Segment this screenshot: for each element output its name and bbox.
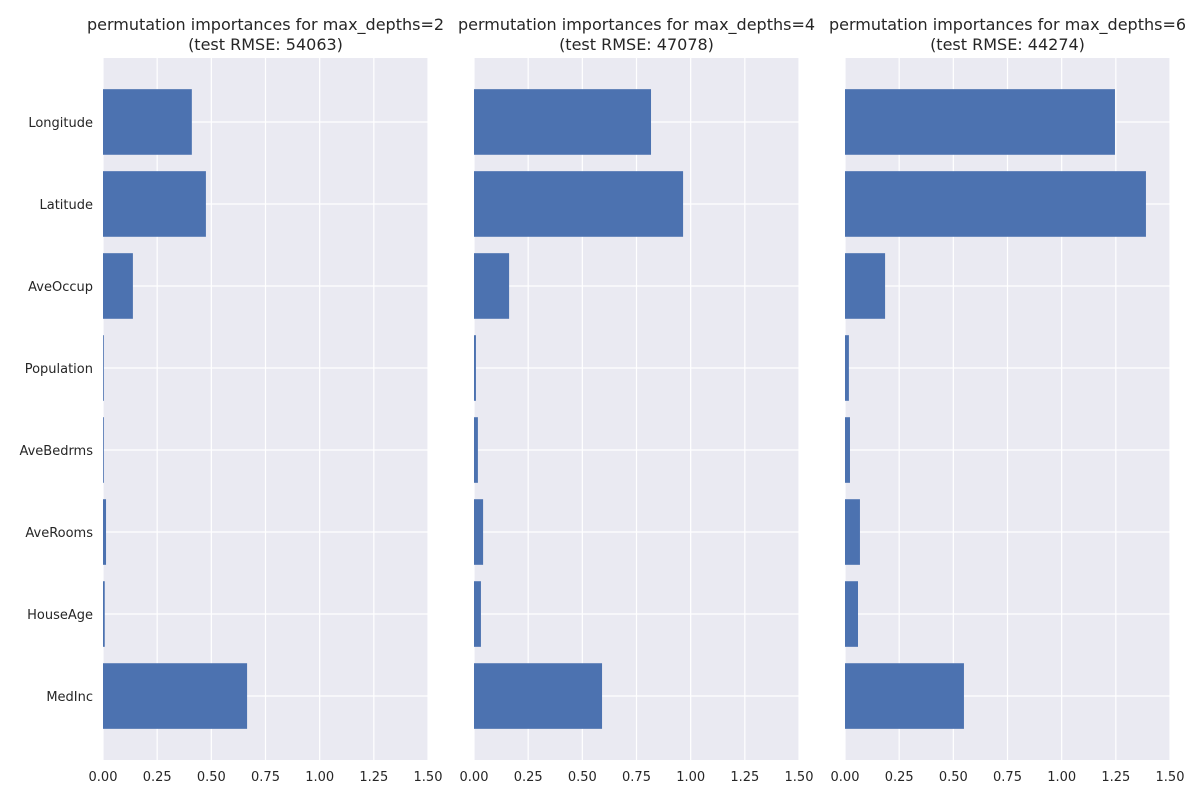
x-tick-label: 1.00 — [676, 770, 705, 785]
x-tick-label: 1.25 — [359, 770, 388, 785]
bar-avebedrms — [474, 417, 478, 483]
x-tick-label: 0.25 — [143, 770, 172, 785]
bar-latitude — [103, 171, 206, 237]
bar-latitude — [845, 171, 1146, 237]
y-tick-label: MedInc — [46, 690, 93, 705]
x-tick-label: 1.25 — [1101, 770, 1130, 785]
bar-longitude — [845, 89, 1115, 155]
x-tick-label: 1.50 — [785, 770, 814, 785]
x-tick-label: 1.25 — [730, 770, 759, 785]
x-tick-label: 0.00 — [460, 770, 489, 785]
x-tick-label: 0.75 — [251, 770, 280, 785]
y-tick-label: HouseAge — [27, 608, 93, 623]
bar-medinc — [845, 663, 964, 729]
subplot-subtitle: (test RMSE: 44274) — [930, 35, 1085, 54]
subplot-2: 0.00 0.25 0.50 0.75 1.00 1.25 1.50 permutation … — [458, 15, 815, 785]
bar-averooms — [103, 499, 107, 565]
x-tick-label: 0.50 — [197, 770, 226, 785]
bar-averooms — [845, 499, 860, 565]
bar-houseage — [845, 581, 858, 647]
x-tick-label: 1.00 — [305, 770, 334, 785]
y-tick-label: Latitude — [39, 198, 93, 213]
bar-avebedrms — [103, 417, 104, 483]
x-tick-label: 0.75 — [993, 770, 1022, 785]
bar-houseage — [103, 581, 105, 647]
bar-population — [474, 335, 476, 401]
subplot-subtitle: (test RMSE: 54063) — [188, 35, 343, 54]
x-tick-label: 0.75 — [622, 770, 651, 785]
y-tick-label: Longitude — [28, 116, 93, 131]
bar-longitude — [474, 89, 652, 155]
bar-aveoccup — [103, 253, 133, 319]
bar-aveoccup — [474, 253, 510, 319]
bar-latitude — [474, 171, 684, 237]
subplot-title: permutation importances for max_depths=2 — [87, 15, 444, 35]
x-tick-label: 1.00 — [1047, 770, 1076, 785]
bar-medinc — [103, 663, 248, 729]
bar-medinc — [474, 663, 603, 729]
y-tick-label: AveBedrms — [19, 444, 93, 459]
bar-population — [845, 335, 849, 401]
subplot-title: permutation importances for max_depths=6 — [829, 15, 1186, 35]
bar-houseage — [474, 581, 481, 647]
x-tick-label: 0.25 — [514, 770, 543, 785]
y-tick-label: AveRooms — [25, 526, 93, 541]
x-tick-label: 1.50 — [414, 770, 443, 785]
subplot-subtitle: (test RMSE: 47078) — [559, 35, 714, 54]
x-tick-label: 0.50 — [568, 770, 597, 785]
bar-avebedrms — [845, 417, 850, 483]
y-tick-label: AveOccup — [28, 280, 93, 295]
x-tick-label: 0.00 — [831, 770, 860, 785]
x-tick-label: 0.50 — [939, 770, 968, 785]
bar-population — [103, 335, 104, 401]
bar-aveoccup — [845, 253, 886, 319]
x-tick-label: 0.00 — [89, 770, 118, 785]
x-tick-label: 1.50 — [1156, 770, 1185, 785]
bar-averooms — [474, 499, 484, 565]
subplot-title: permutation importances for max_depths=4 — [458, 15, 815, 35]
subplot-3: 0.00 0.25 0.50 0.75 1.00 1.25 1.50 permutation … — [829, 15, 1186, 785]
bar-longitude — [103, 89, 192, 155]
subplot-1: 0.00 0.25 0.50 0.75 1.00 1.25 1.50 MedInc HouseA… — [19, 15, 444, 785]
x-tick-label: 0.25 — [885, 770, 914, 785]
y-tick-label: Population — [25, 362, 93, 377]
